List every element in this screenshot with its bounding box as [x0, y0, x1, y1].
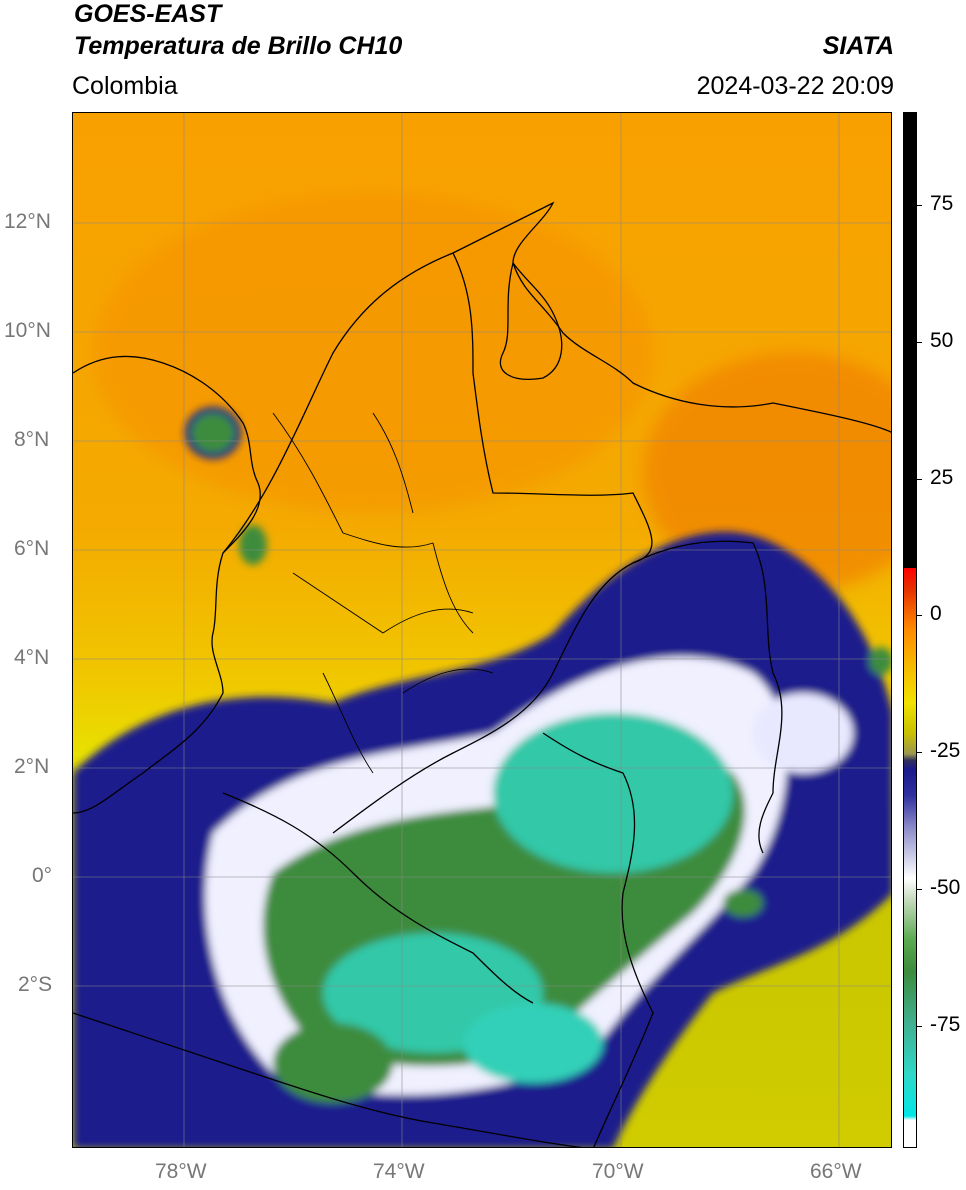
department-lines — [272, 412, 494, 774]
lat-label-2s: 2°S — [18, 973, 53, 996]
colorbar-tick — [917, 342, 922, 343]
lon-label-70w: 70°W — [592, 1160, 644, 1183]
peru-border — [73, 1012, 583, 1147]
lat-label-12n: 12°N — [4, 210, 51, 233]
colorbar-label-50: 50 — [930, 329, 954, 352]
colorbar — [903, 112, 917, 1148]
colorbar-tick — [917, 752, 922, 753]
colorbar-tick — [917, 615, 922, 616]
boundaries — [73, 201, 891, 1147]
warm-region-north — [93, 193, 653, 513]
region-label: Colombia — [72, 72, 178, 100]
caribbean-coast — [222, 201, 891, 554]
colorbar-label-minus50: -50 — [930, 876, 961, 899]
colorbar-tick — [917, 1026, 922, 1027]
colorbar-label-minus25: -25 — [930, 739, 961, 762]
organization-label: SIATA — [822, 32, 894, 60]
warm-region-east — [643, 353, 891, 593]
venezuela-brazil-border — [632, 540, 783, 854]
lat-label-8n: 8°N — [14, 428, 50, 451]
title-satellite: GOES-EAST — [74, 0, 222, 28]
lake-maracaibo — [499, 261, 563, 380]
title-product: Temperatura de Brillo CH10 — [74, 32, 403, 60]
brightness-temperature-map — [73, 113, 891, 1147]
colorbar-label-minus75: -75 — [930, 1013, 961, 1036]
lat-label-10n: 10°N — [4, 319, 51, 342]
colorbar-label-0: 0 — [930, 602, 942, 625]
lon-label-66w: 66°W — [810, 1160, 862, 1183]
colorbar-tick — [917, 205, 922, 206]
lat-label-4n: 4°N — [14, 646, 50, 669]
map-panel[interactable] — [72, 112, 892, 1148]
timestamp-label: 2024-03-22 20:09 — [696, 72, 894, 100]
lat-label-6n: 6°N — [14, 537, 50, 560]
lon-label-74w: 74°W — [373, 1160, 425, 1183]
colorbar-tick — [917, 479, 922, 480]
colorbar-label-25: 25 — [930, 466, 954, 489]
colombia-brazil-border — [542, 732, 654, 1147]
colorbar-label-75: 75 — [930, 192, 954, 215]
cloud-mass — [73, 407, 891, 1147]
lat-label-2n: 2°N — [14, 755, 50, 778]
colorbar-tick — [917, 889, 922, 890]
lat-label-0: 0° — [32, 864, 53, 887]
lon-label-78w: 78°W — [155, 1160, 207, 1183]
colombia-ecuador-peru-border — [222, 792, 534, 1004]
graticule — [73, 113, 891, 1147]
colombia-venezuela-border — [332, 252, 653, 834]
